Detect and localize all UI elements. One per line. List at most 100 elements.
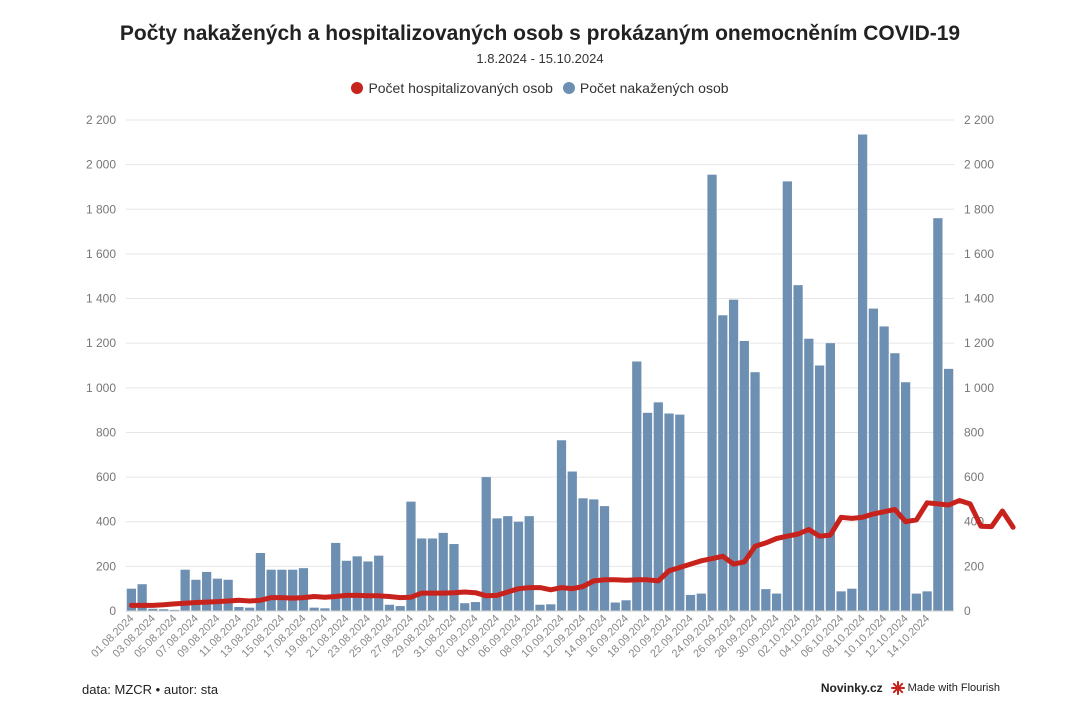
y-tick-label-right: 600 [964,470,984,484]
bar-infected [298,568,309,611]
bar-infected [492,518,502,611]
bar-infected [782,181,792,611]
bar-infected [825,343,835,611]
bar-infected [255,552,266,611]
bar-infected [771,593,782,611]
bar-infected [481,477,491,611]
bar-infected [642,412,653,611]
bar-infected [546,604,556,611]
bar-infected [922,591,932,611]
bar-infected [320,608,330,611]
legend-dot-hospitalized [351,82,364,94]
bar-infected [728,299,739,611]
chart-subtitle: 1.8.2024 - 15.10.2024 [476,51,604,66]
bar-infected [331,542,341,611]
bar-infected [341,560,352,611]
y-tick-label-left: 2 200 [86,113,116,127]
bar-infected [933,218,943,611]
bar-infected [879,326,889,611]
bar-infected [148,608,158,611]
bar-infected [395,606,405,611]
bar-infected [191,579,201,611]
bar-infected [567,471,577,611]
bar-infected [610,602,620,611]
bar-infected [847,588,857,611]
y-tick-label-left: 0 [109,604,116,618]
bar-infected [556,440,567,611]
bar-infected [126,588,137,611]
flourish-label: Made with Flourish [907,682,1000,694]
y-tick-label-right: 0 [964,604,971,618]
bar-infected [653,402,663,611]
legend-label-hospitalized: Počet hospitalizovaných osob [368,80,553,96]
bar-infected [900,382,911,611]
bar-infected [438,532,448,611]
y-tick-label-left: 1 000 [86,381,116,395]
y-tick-label-right: 800 [964,425,984,439]
bar-infected [417,538,427,611]
y-tick-label-left: 200 [96,559,116,573]
bar-infected [599,506,610,611]
legend-item-infected[interactable]: Počet nakažených osob [562,80,729,96]
bar-infected [696,593,706,611]
bar-infected [685,594,696,611]
bar-infected [406,501,416,611]
bar-infected [212,578,223,611]
bar-infected [578,498,588,611]
y-tick-label-left: 1 200 [86,336,116,350]
y-tick-label-left: 1 800 [86,202,116,216]
bar-infected [159,609,169,611]
brand-link[interactable]: Novinky.cz [820,681,883,695]
bar-infected [169,609,180,611]
bar-infected [245,607,255,611]
legend-dot-infected [562,82,575,94]
y-tick-label-right: 2 000 [964,158,994,172]
bar-infected [911,593,921,611]
line-hospitalized [128,498,1016,608]
bar-infected [857,134,868,611]
bar-infected [621,600,631,611]
bar-infected [524,516,534,611]
chart-legend: Počet hospitalizovaných osob Počet nakaž… [0,80,1080,96]
legend-item-hospitalized[interactable]: Počet hospitalizovaných osob [351,80,553,96]
y-tick-label-right: 1 400 [964,292,994,306]
bar-infected [449,544,459,611]
bar-infected [202,571,212,611]
bar-infected [739,340,749,611]
flourish-link[interactable]: Made with Flourish [890,681,1000,695]
bar-infected [470,602,481,611]
bar-infected [868,308,878,611]
bar-infected [234,606,244,611]
bar-infected [943,368,954,611]
bar-infected [793,285,803,611]
bar-infected [427,538,438,611]
bar-infected [352,556,362,611]
y-tick-label-left: 600 [96,470,116,484]
flourish-icon [890,681,905,695]
y-tick-label-left: 1 400 [86,292,116,306]
bar-infected [675,414,685,611]
bar-infected [890,353,900,611]
bar-infected [180,569,190,611]
bar-infected [503,516,513,611]
bar-infected [589,499,599,611]
bar-infected [513,521,524,611]
y-tick-label-right: 1 800 [964,202,994,216]
bar-infected [309,607,319,611]
y-tick-label-right: 1 600 [964,247,994,261]
bar-infected [266,569,276,611]
bar-infected [814,365,825,611]
bar-infected [288,569,298,611]
bar-infected [718,315,728,611]
y-tick-label-right: 2 200 [964,113,994,127]
bar-infected [374,555,384,611]
bar-infected [535,604,545,611]
y-tick-label-left: 1 600 [86,247,116,261]
y-tick-label-right: 200 [964,559,984,573]
source-credit: data: MZCR • autor: sta [82,682,219,697]
legend-label-infected: Počet nakažených osob [579,80,729,96]
bar-infected [460,603,470,611]
bar-infected [223,579,233,611]
bar-infected [363,561,373,611]
y-tick-label-right: 1 000 [964,381,994,395]
